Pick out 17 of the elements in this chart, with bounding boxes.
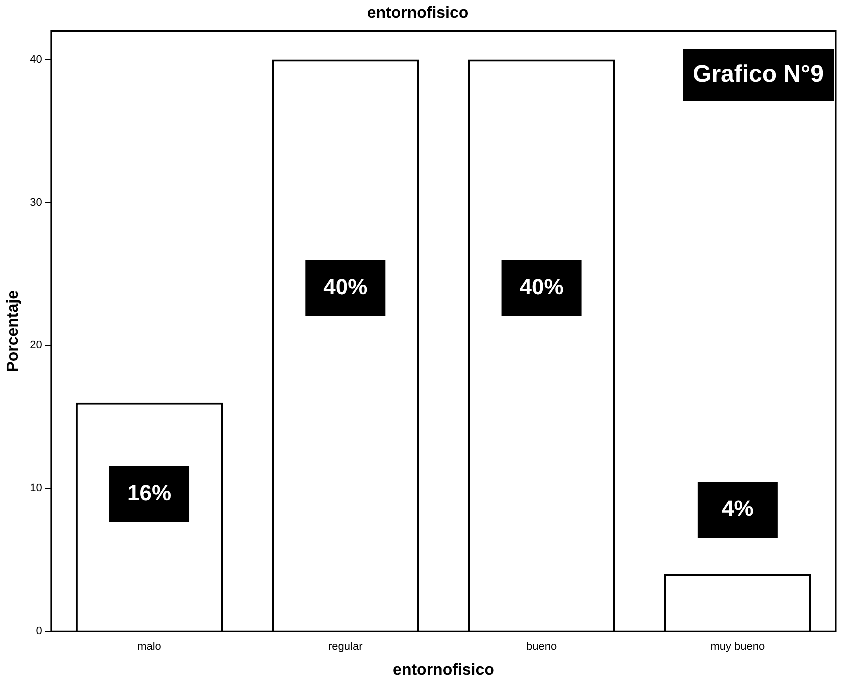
y-tick-label: 40 — [30, 54, 42, 66]
x-tick-label: muy bueno — [710, 641, 766, 654]
y-tick-label: 10 — [30, 482, 42, 495]
annotation: Grafico N°9 — [693, 60, 824, 88]
data-label: 40% — [520, 274, 564, 300]
y-tick-label: 0 — [36, 626, 42, 638]
data-label: 40% — [324, 274, 368, 300]
y-tick-label: 20 — [30, 340, 42, 352]
x-tick-label: regular — [328, 641, 364, 654]
x-tick-label: malo — [138, 641, 162, 654]
x-axis-title: entornofisico — [393, 662, 495, 679]
y-tick-label: 30 — [30, 196, 42, 209]
x-tick-label: bueno — [526, 641, 558, 654]
data-label: 16% — [127, 480, 172, 506]
chart-title: entornofisico — [367, 5, 469, 22]
data-label: 4% — [722, 496, 754, 522]
y-axis-title: Porcentaje — [5, 290, 22, 372]
